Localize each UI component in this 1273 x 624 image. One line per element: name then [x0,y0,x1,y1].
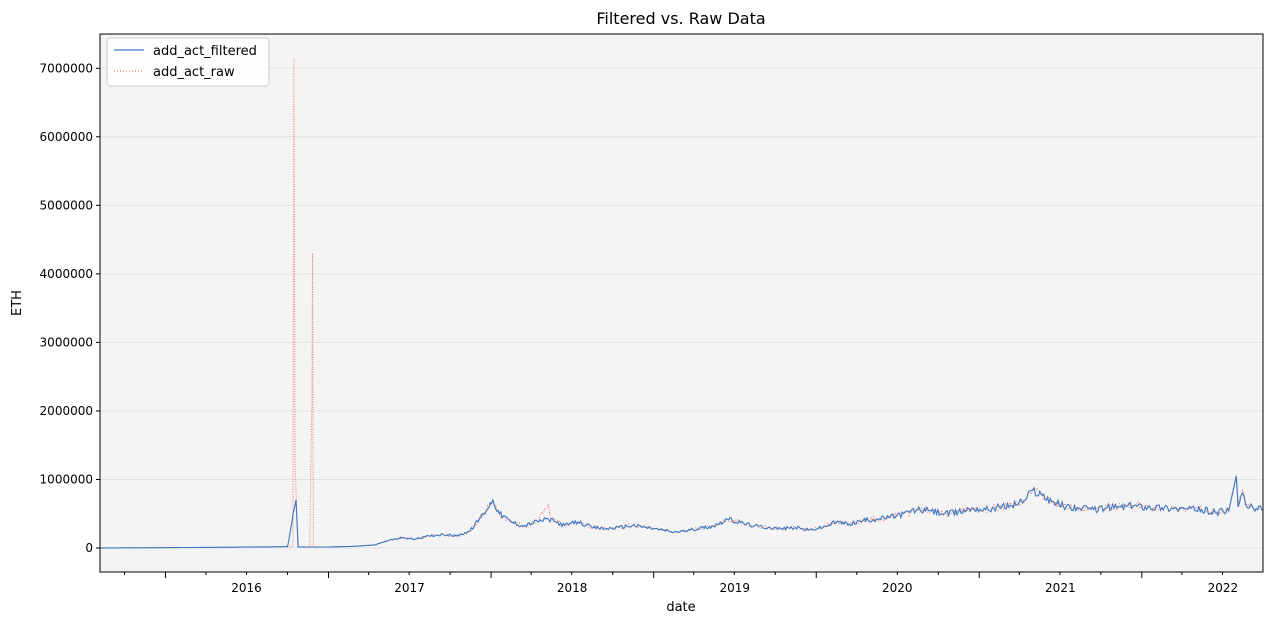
x-tick-label: 2016 [231,581,262,595]
y-tick-label: 3000000 [40,335,93,349]
series-line-add-act-filtered [100,475,1263,549]
chart-title: Filtered vs. Raw Data [596,9,765,28]
y-axis: 0 1000000 2000000 3000000 4000000 5000000 6000… [40,61,100,555]
legend-label-raw: add_act_raw [153,65,235,80]
y-tick-label: 2000000 [40,404,93,418]
y-tick-label: 4000000 [40,267,93,281]
legend-label-filtered: add_act_filtered [153,44,257,59]
y-tick-label: 1000000 [40,472,93,486]
legend-box [106,37,270,87]
x-tick-label: 2021 [1045,581,1076,595]
x-axis: 2016 2017 2018 2019 2020 2021 2022 [123,572,1239,595]
x-tick-label: 2019 [719,581,750,595]
x-tick-label: 2018 [557,581,588,595]
y-tick-label: 5000000 [40,198,93,212]
y-tick-label: 6000000 [40,130,93,144]
plot-area [100,34,1263,572]
x-axis-title: date [666,600,695,615]
y-tick-label: 0 [85,541,93,555]
x-tick-label: 2022 [1208,581,1239,595]
y-tick-label: 7000000 [40,61,93,75]
series-group [100,57,1264,549]
legend: add_act_filtered add_act_raw [106,37,270,87]
x-tick-label: 2020 [882,581,913,595]
x-tick-label: 2017 [394,581,425,595]
plot-frame [99,33,1264,573]
y-axis-title: ETH [10,290,25,316]
